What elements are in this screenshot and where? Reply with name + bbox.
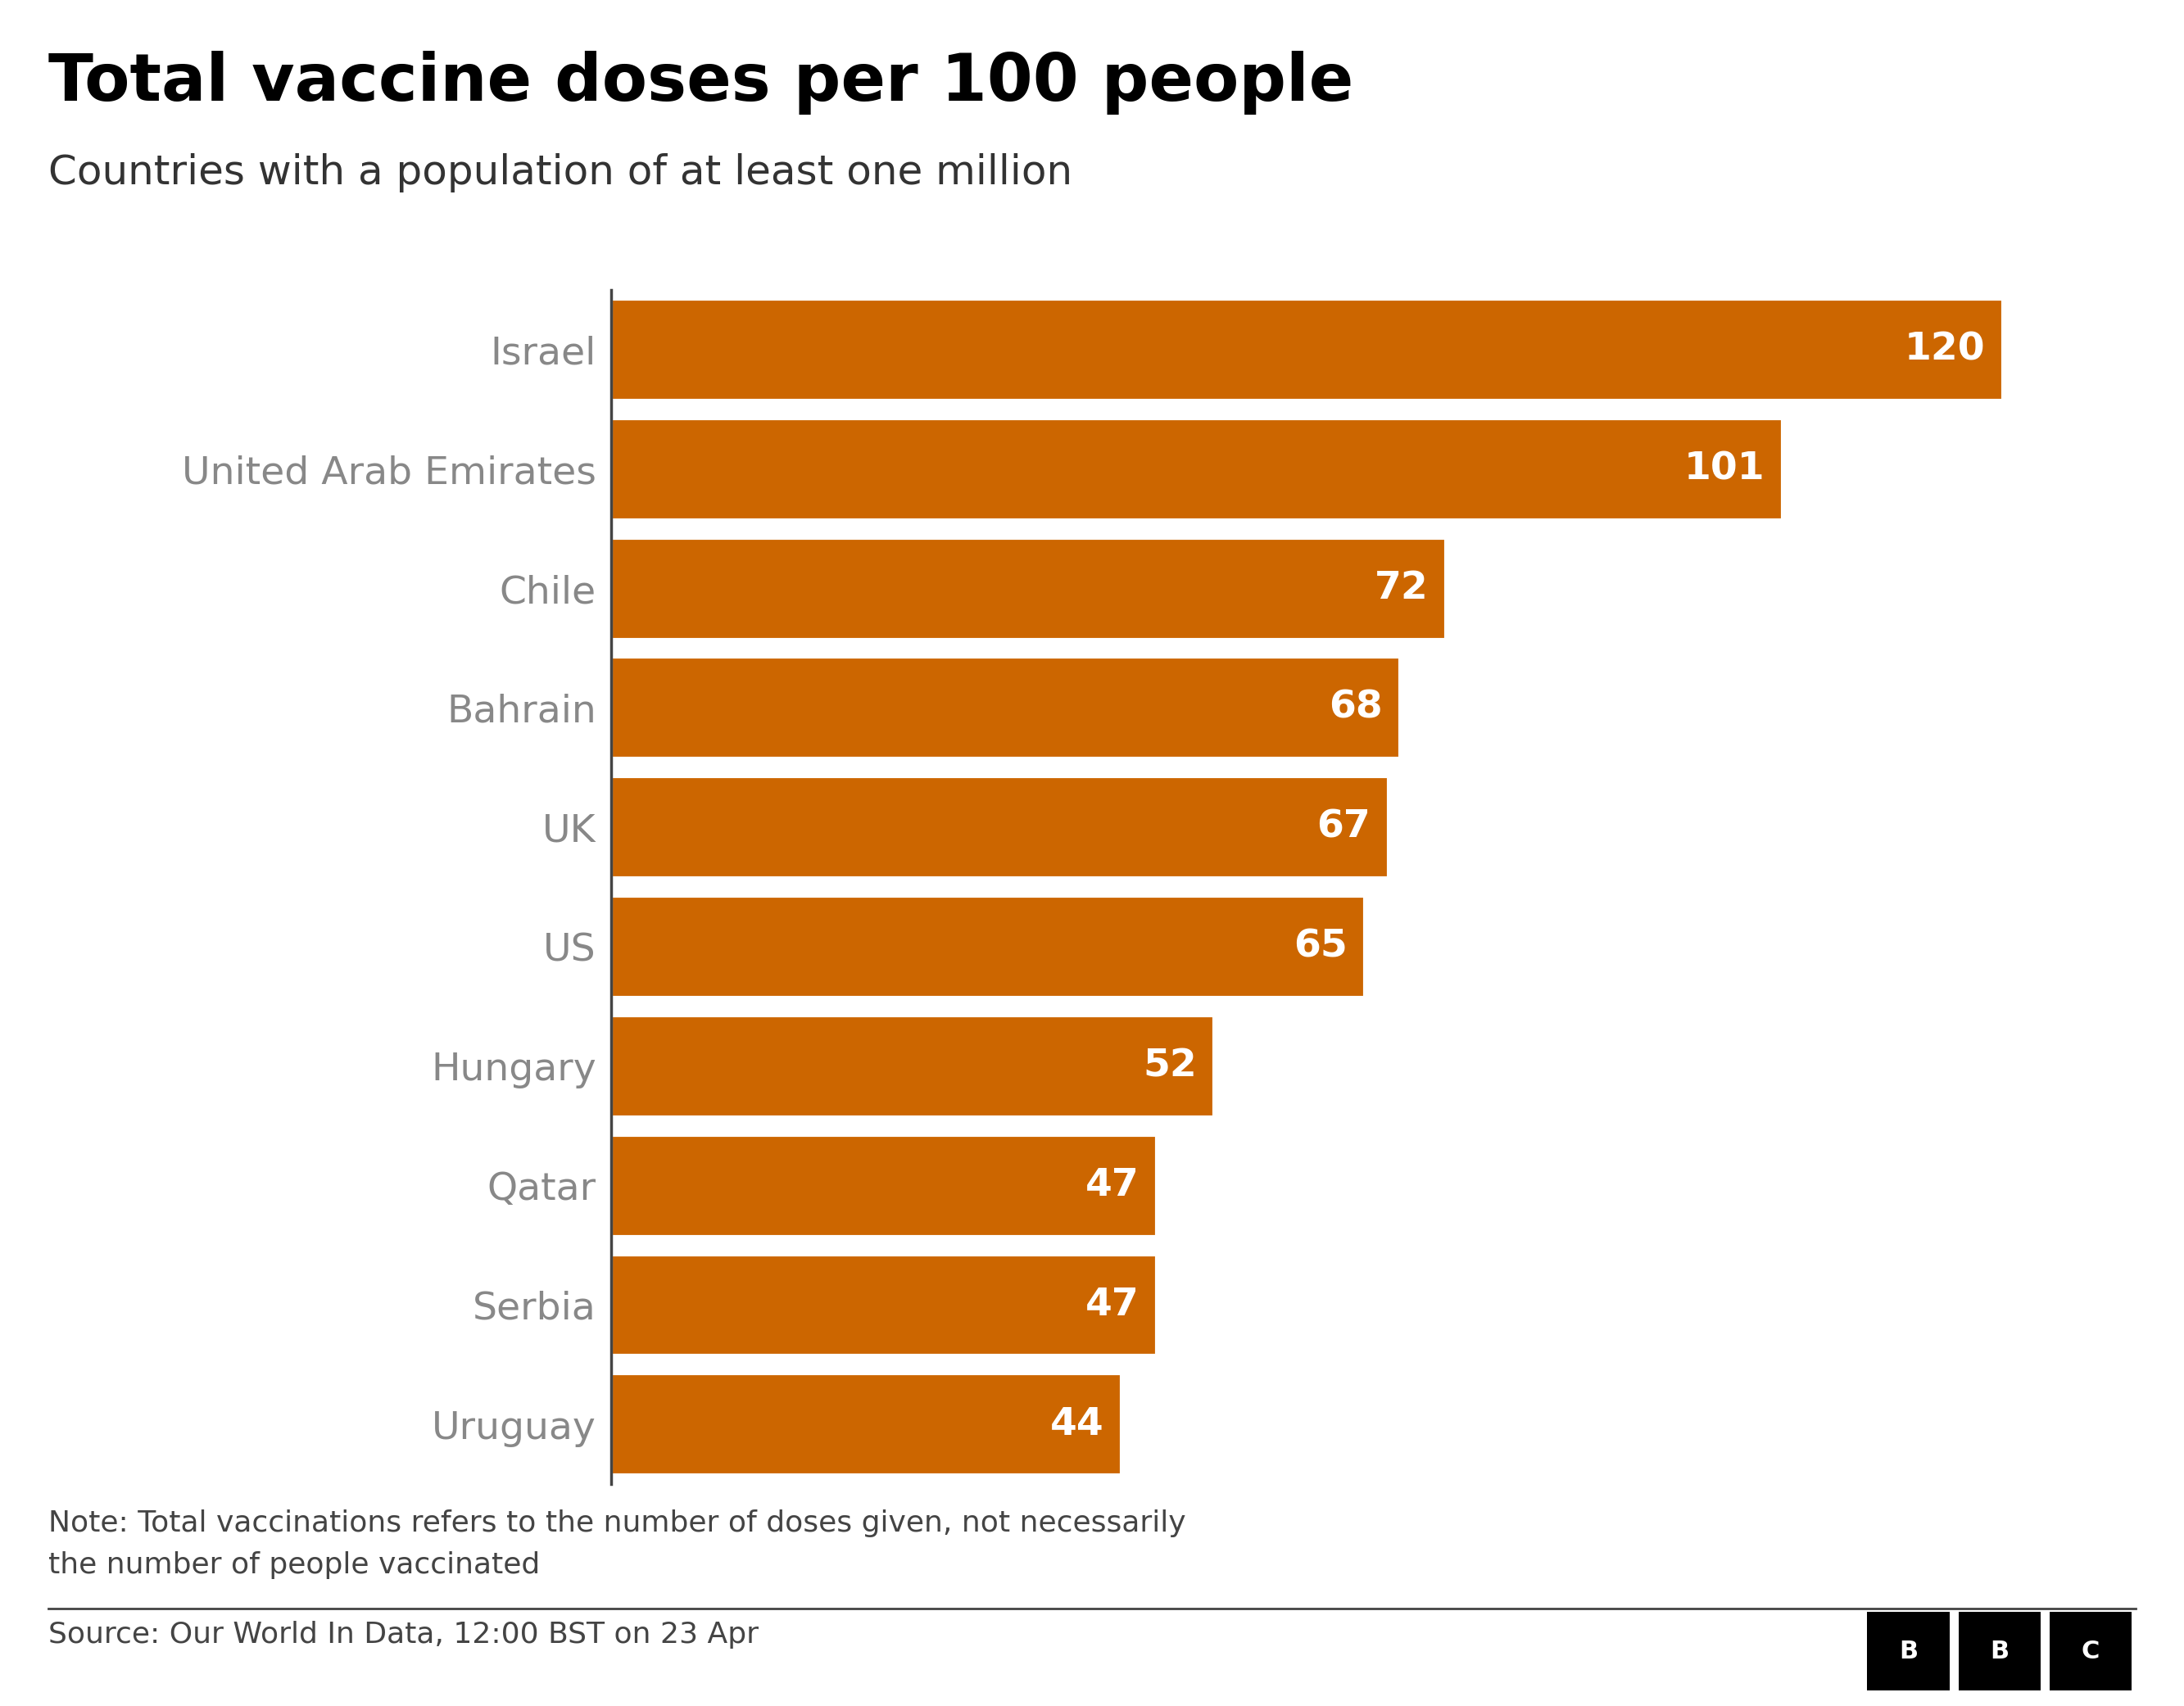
Text: C: C	[2081, 1639, 2099, 1663]
Text: 67: 67	[1317, 809, 1372, 846]
Bar	[612, 418, 1782, 520]
Text: B: B	[1900, 1639, 1918, 1663]
Text: 47: 47	[1085, 1167, 1140, 1204]
Bar	[612, 1373, 1123, 1476]
Bar	[612, 1134, 1155, 1237]
Bar	[612, 657, 1400, 759]
Text: Total vaccine doses per 100 people: Total vaccine doses per 100 people	[48, 51, 1354, 114]
Bar	[1959, 1612, 2040, 1691]
Text: 52: 52	[1142, 1047, 1197, 1085]
Bar	[612, 1254, 1155, 1356]
Bar	[612, 776, 1389, 879]
Text: Countries with a population of at least one million: Countries with a population of at least …	[48, 154, 1072, 193]
Text: Note: Total vaccinations refers to the number of doses given, not necessarily
th: Note: Total vaccinations refers to the n…	[48, 1510, 1186, 1578]
Text: 47: 47	[1085, 1286, 1140, 1324]
Text: 44: 44	[1051, 1406, 1105, 1443]
Text: 68: 68	[1328, 689, 1382, 727]
Text: B: B	[1990, 1639, 2009, 1663]
Bar	[612, 1015, 1214, 1117]
Bar	[612, 896, 1365, 998]
Text: 120: 120	[1904, 331, 1985, 368]
Text: Source: Our World In Data, 12:00 BST on 23 Apr: Source: Our World In Data, 12:00 BST on …	[48, 1621, 758, 1648]
Bar	[1867, 1612, 1950, 1691]
Bar	[612, 299, 2003, 401]
Text: 72: 72	[1376, 570, 1428, 607]
Bar	[612, 537, 1446, 640]
Bar	[2049, 1612, 2132, 1691]
Text: 65: 65	[1293, 928, 1348, 966]
Text: 101: 101	[1684, 450, 1765, 488]
